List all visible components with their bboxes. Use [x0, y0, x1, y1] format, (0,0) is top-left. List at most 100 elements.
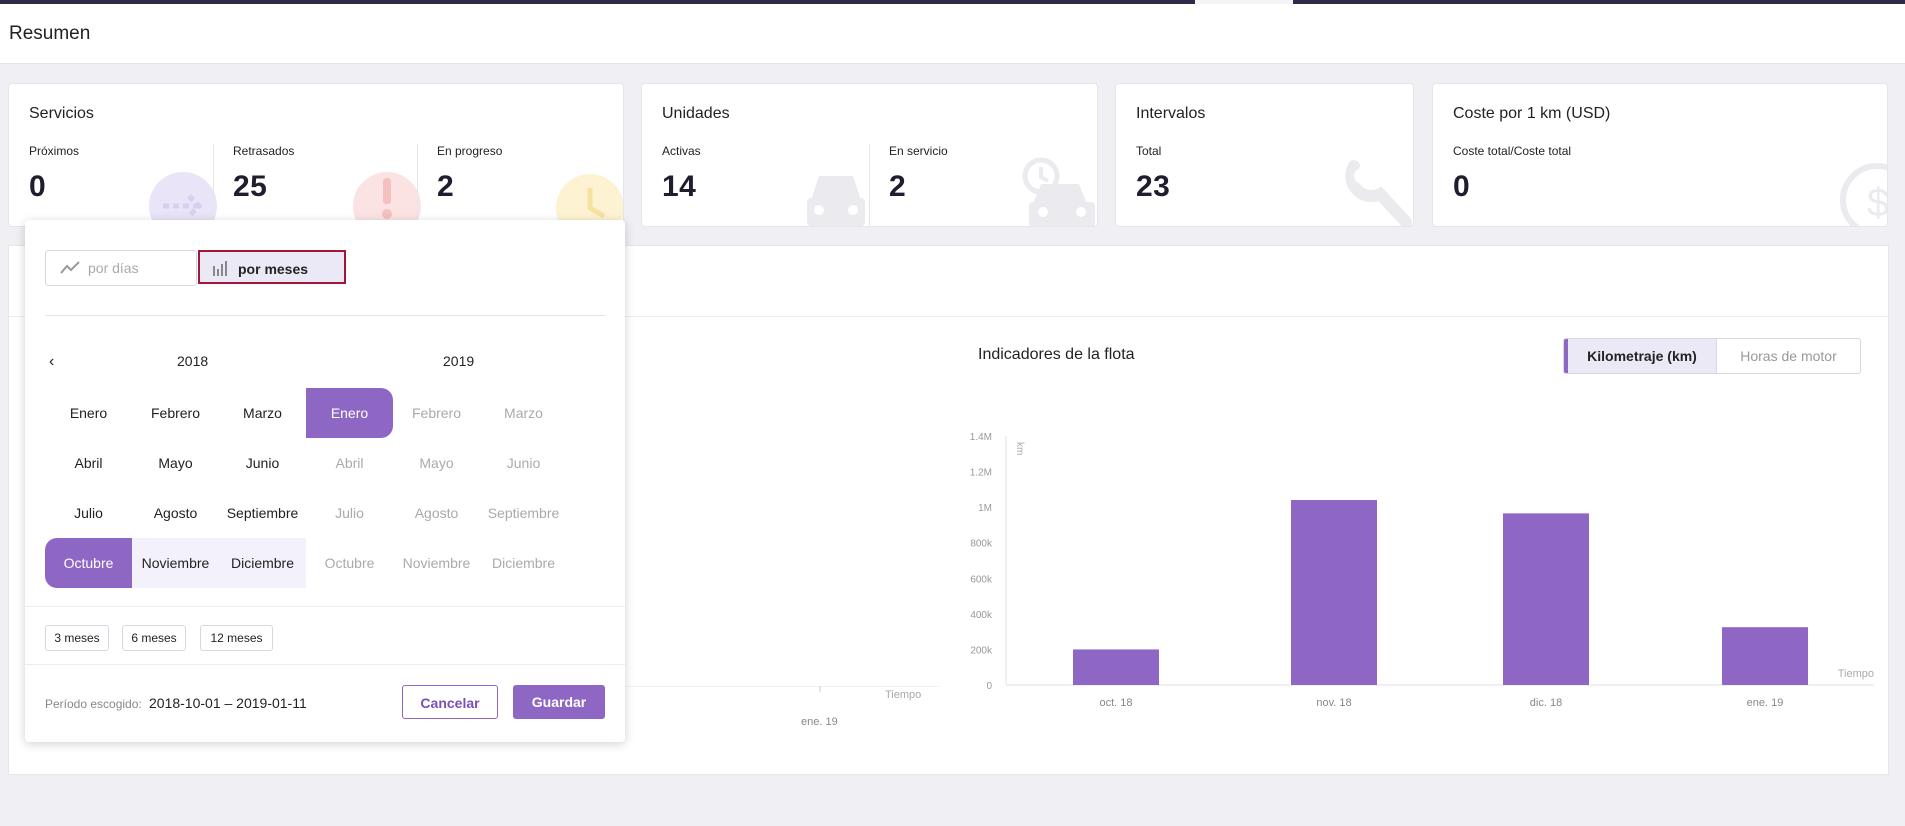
x-axis-label: Tiempo — [1838, 668, 1874, 680]
picker-divider — [45, 315, 605, 316]
date-range-picker: por días por meses ‹ 2018 2019 Enero Febr… — [25, 220, 625, 742]
wrench-icon — [1345, 160, 1412, 226]
mode-por-meses[interactable]: por meses — [198, 250, 346, 284]
toggle-horas-motor[interactable]: Horas de motor — [1716, 339, 1860, 373]
chevron-left-icon[interactable]: ‹ — [49, 353, 55, 370]
stat-value: 2 — [437, 170, 455, 203]
month-2019-8[interactable]: Septiembre — [487, 505, 560, 521]
period-value: 2018-10-01 – 2019-01-11 — [149, 695, 307, 711]
page-title: Resumen — [9, 23, 91, 44]
month-2019-0[interactable]: Enero — [306, 388, 393, 438]
metric-toggle: Kilometraje (km) Horas de motor — [1563, 338, 1861, 374]
stat-coste-total: Coste total/Coste total 0 — [1453, 144, 1571, 204]
month-2019-6[interactable]: Julio — [335, 505, 364, 521]
y-tick-label: 800k — [970, 539, 993, 550]
stat-en-progreso: En progreso 2 — [437, 144, 502, 204]
month-2019-11[interactable]: Diciembre — [491, 555, 555, 571]
period-label: Período escogido: — [45, 697, 142, 711]
month-2018-10[interactable]: Noviembre — [132, 538, 219, 588]
line-chart-icon — [60, 261, 80, 274]
arrow-circle-icon — [149, 172, 217, 226]
stat-divider — [869, 144, 870, 226]
month-2018-5[interactable]: Junio — [245, 455, 280, 471]
quick-12-meses[interactable]: 12 meses — [200, 625, 273, 651]
month-2019-10[interactable]: Noviembre — [402, 555, 471, 571]
month-2019-1[interactable]: Febrero — [411, 405, 462, 421]
bar-chart-icon — [213, 261, 227, 276]
month-2019-9[interactable]: Octubre — [324, 555, 375, 571]
month-2019-5[interactable]: Junio — [506, 455, 541, 471]
mode-days-label: por días — [88, 260, 139, 276]
car-clock-icon — [1022, 157, 1095, 226]
dollar-icon: $ — [1840, 163, 1887, 226]
picker-divider — [25, 606, 625, 607]
stat-divider — [213, 144, 214, 226]
left-chart-x-tick-label: ene. 19 — [801, 716, 838, 728]
stat-value: 23 — [1136, 170, 1171, 203]
stat-value: 2 — [889, 170, 907, 203]
bar-1 — [1291, 500, 1377, 685]
stat-label: En progreso — [437, 144, 503, 158]
svg-text:$: $ — [1867, 181, 1887, 225]
stat-label: Retrasados — [233, 144, 295, 158]
y-tick-label: 600k — [970, 574, 993, 585]
y-axis-label: km — [1014, 442, 1025, 455]
alert-circle-icon — [353, 172, 421, 226]
month-2018-4[interactable]: Mayo — [158, 455, 193, 471]
stat-value: 25 — [233, 170, 268, 203]
x-tick-label: ene. 19 — [1747, 697, 1784, 709]
y-tick-label: 200k — [970, 645, 993, 656]
month-2018-11[interactable]: Diciembre — [219, 538, 306, 588]
left-chart-axis — [609, 686, 939, 692]
month-2018-1[interactable]: Febrero — [150, 405, 201, 421]
card-title: Servicios — [29, 105, 94, 122]
left-chart-x-axis-label: Tiempo — [885, 689, 922, 701]
y-tick-label: 1.4M — [970, 432, 992, 443]
month-2019-7[interactable]: Agosto — [414, 505, 459, 521]
card-intervalos: Intervalos Total 23 — [1115, 83, 1414, 227]
stat-divider — [417, 144, 418, 226]
year-left: 2018 — [177, 353, 209, 369]
x-tick-label: nov. 18 — [1316, 697, 1351, 709]
mode-months-label: por meses — [238, 261, 309, 277]
month-2018-8[interactable]: Septiembre — [226, 505, 299, 521]
stat-en-servicio: En servicio 2 — [889, 144, 948, 204]
month-2018-6[interactable]: Julio — [74, 505, 103, 521]
fleet-bar-chart: 0 200k 400k 600k 800k 1M 1.2M 1.4M km Tiempo oct. … — [970, 432, 1874, 709]
card-title: Intervalos — [1136, 105, 1206, 122]
x-tick-label: dic. 18 — [1530, 697, 1562, 709]
year-right: 2019 — [443, 353, 475, 369]
save-button[interactable]: Guardar — [513, 685, 605, 719]
month-2018-7[interactable]: Agosto — [153, 505, 198, 521]
y-tick-label: 0 — [986, 681, 992, 692]
stat-value: 14 — [662, 170, 697, 203]
x-tick-label: oct. 18 — [1099, 697, 1132, 709]
month-2018-3[interactable]: Abril — [74, 455, 103, 471]
month-2019-4[interactable]: Mayo — [419, 455, 454, 471]
fleet-chart-title: Indicadores de la flota — [978, 346, 1135, 363]
toggle-kilometraje[interactable]: Kilometraje (km) — [1564, 339, 1716, 373]
month-2019-2[interactable]: Marzo — [504, 405, 543, 421]
y-tick-label: 1M — [978, 503, 992, 514]
month-2018-9[interactable]: Octubre — [45, 538, 132, 588]
month-2018-2[interactable]: Marzo — [243, 405, 282, 421]
y-tick-label: 1.2M — [970, 468, 992, 479]
cancel-button[interactable]: Cancelar — [402, 685, 498, 719]
quick-3-meses[interactable]: 3 meses — [45, 625, 109, 651]
y-tick-label: 400k — [970, 610, 993, 621]
bar-0 — [1073, 649, 1159, 685]
mode-por-dias[interactable]: por días — [45, 250, 197, 286]
bar-3 — [1722, 627, 1808, 685]
stat-activas: Activas 14 — [662, 144, 701, 204]
clock-icon — [556, 174, 623, 226]
stat-total: Total 23 — [1136, 144, 1170, 204]
panel-divider — [9, 316, 1888, 317]
stat-label: Activas — [662, 144, 701, 158]
month-2019-3[interactable]: Abril — [335, 455, 364, 471]
stat-label: Coste total/Coste total — [1453, 144, 1572, 158]
stat-label: Próximos — [29, 144, 80, 158]
month-2018-0[interactable]: Enero — [69, 405, 108, 421]
stat-value: 0 — [29, 170, 47, 203]
quick-6-meses[interactable]: 6 meses — [122, 625, 186, 651]
card-servicios: Servicios Próximos 0 Retrasados 25 En pr… — [8, 83, 624, 227]
